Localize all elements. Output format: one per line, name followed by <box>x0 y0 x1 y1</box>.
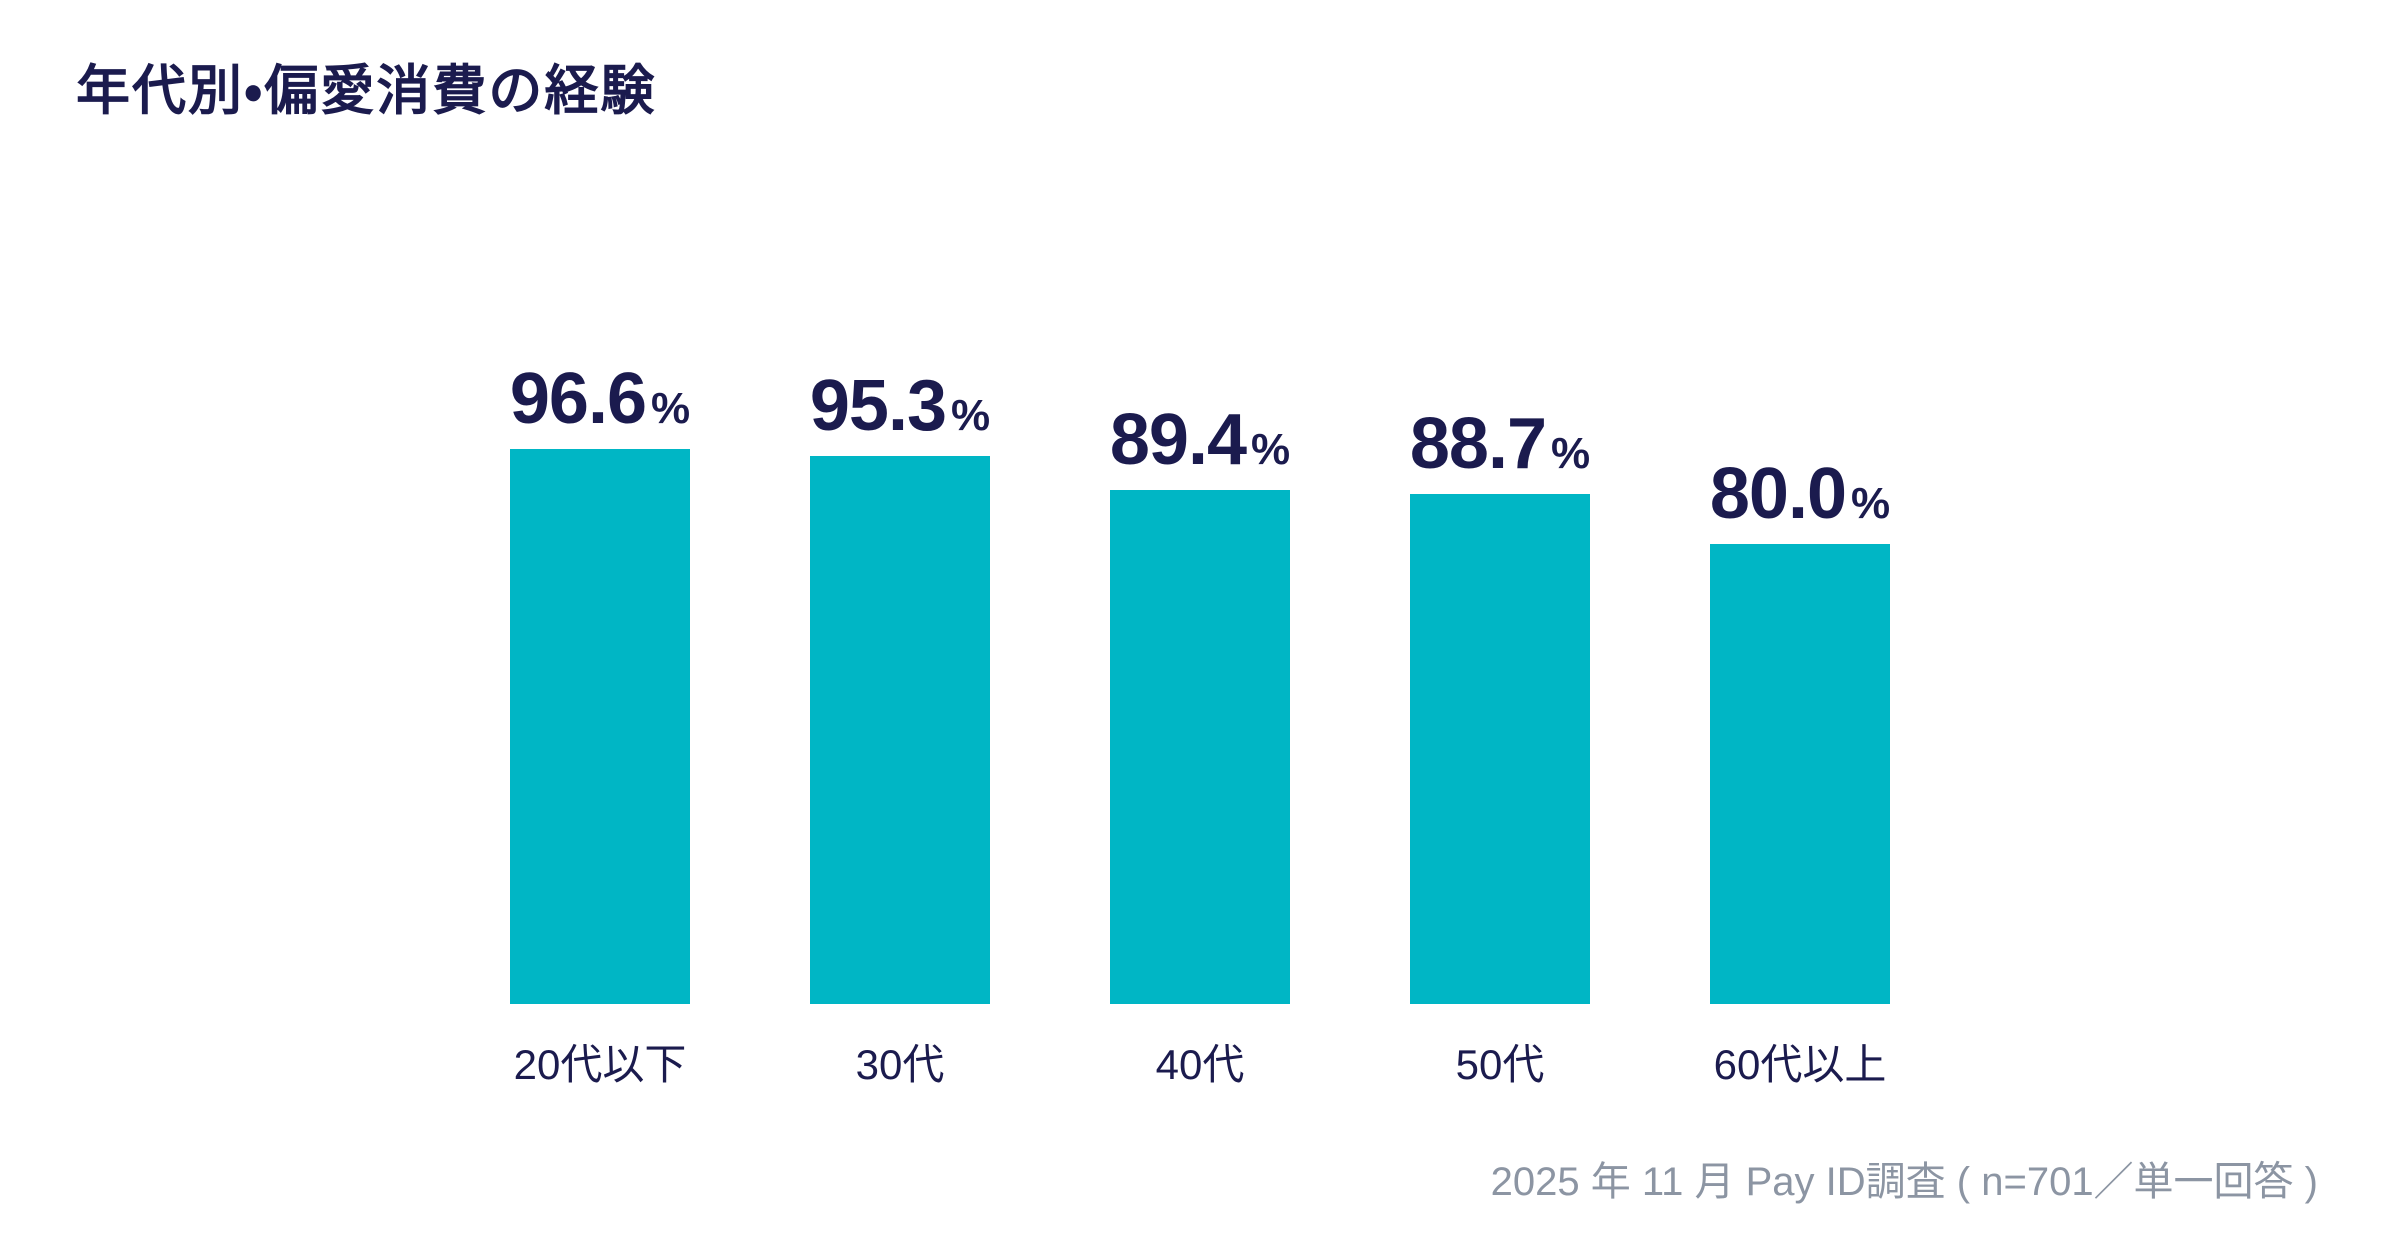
value-unit: % <box>651 384 691 433</box>
category-label: 50代 <box>1455 1041 1545 1088</box>
bar[interactable] <box>810 456 990 1004</box>
value-number: 95.3 <box>809 366 947 446</box>
category-label: 30代 <box>855 1041 945 1088</box>
bar-group: 96.6% 20代以下 <box>510 363 690 1086</box>
value-label: 96.6% <box>510 363 690 435</box>
value-number: 88.7 <box>1409 404 1547 484</box>
value-unit: % <box>1551 429 1591 478</box>
bar-group: 80.0% 60代以上 <box>1710 458 1890 1086</box>
value-number: 96.6 <box>509 359 647 439</box>
value-number: 89.4 <box>1109 400 1247 480</box>
bar-group: 88.7% 50代 <box>1410 408 1590 1086</box>
value-label: 80.0% <box>1710 458 1890 530</box>
category-label: 20代以下 <box>513 1041 687 1088</box>
bar[interactable] <box>1410 494 1590 1004</box>
bar-group: 89.4% 40代 <box>1110 404 1290 1086</box>
source-note: 2025 年 11 月 Pay ID調査 ( n=701／単一回答 ) <box>1490 1160 2318 1204</box>
category-label: 60代以上 <box>1713 1041 1887 1088</box>
value-number: 80.0 <box>1709 454 1847 534</box>
value-unit: % <box>1251 425 1291 474</box>
value-label: 89.4% <box>1110 404 1290 476</box>
bar-group: 95.3% 30代 <box>810 370 990 1086</box>
value-label: 95.3% <box>810 370 990 442</box>
value-label: 88.7% <box>1410 408 1590 480</box>
bar[interactable] <box>1710 544 1890 1004</box>
value-unit: % <box>951 391 991 440</box>
bar[interactable] <box>1110 490 1290 1004</box>
category-label: 40代 <box>1155 1041 1245 1088</box>
chart-title: 年代別・偏愛消費の経験 <box>76 61 657 121</box>
value-unit: % <box>1851 479 1891 528</box>
bar[interactable] <box>510 449 690 1004</box>
